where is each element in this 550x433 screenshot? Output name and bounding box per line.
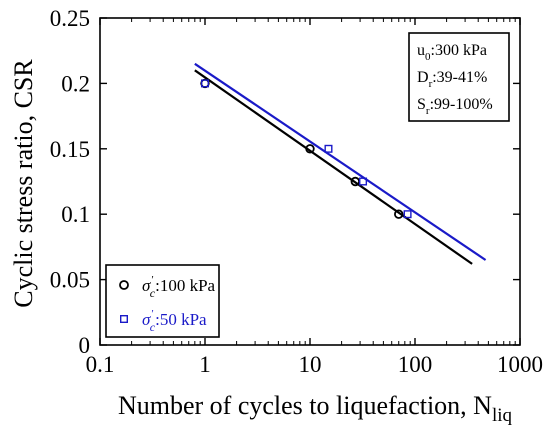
data-point-s2-2 [324, 144, 333, 153]
data-point-s2-3 [359, 177, 368, 186]
x-tick-label-2: 1 [199, 352, 211, 377]
legend-label-2: σ′ c:50 kPa [142, 308, 207, 334]
data-point-s2-4 [403, 210, 412, 219]
y-tick-label-2: 0.05 [50, 268, 90, 293]
y-tick-label-1: 0 [79, 333, 91, 358]
x-tick-label-3: 10 [299, 352, 322, 377]
y-tick-label-3: 0.1 [61, 202, 90, 227]
legend-marker-1 [119, 280, 129, 290]
x-tick-label-5: 1000 [497, 352, 543, 377]
annotation-line-1: u0:300 kPa [417, 42, 487, 63]
fit-line-1 [194, 69, 473, 265]
x-axis-label: Number of cycles to liquefaction, Nliq [118, 391, 513, 426]
annotation-line-3: Sr:99-100% [417, 96, 493, 117]
legend-box [105, 264, 220, 338]
legend-label-1: σ′ c:100 kPa [142, 274, 216, 300]
y-tick-label-4: 0.15 [50, 137, 90, 162]
fit-line-2 [194, 62, 487, 261]
y-tick-label-6: 0.25 [50, 6, 90, 31]
data-point-s1-2 [305, 144, 315, 154]
annotation-box [408, 32, 510, 122]
legend-marker-2 [119, 315, 128, 324]
y-tick-label-5: 0.2 [61, 71, 90, 96]
y-axis-label: Cyclic stress ratio, CSR [9, 59, 38, 308]
x-tick-label-1: 0.1 [86, 352, 115, 377]
data-point-s1-4 [394, 209, 404, 219]
x-tick-label-4: 100 [398, 352, 433, 377]
annotation-line-2: Dr:39-41% [417, 69, 487, 90]
data-point-s2-1 [200, 79, 209, 88]
